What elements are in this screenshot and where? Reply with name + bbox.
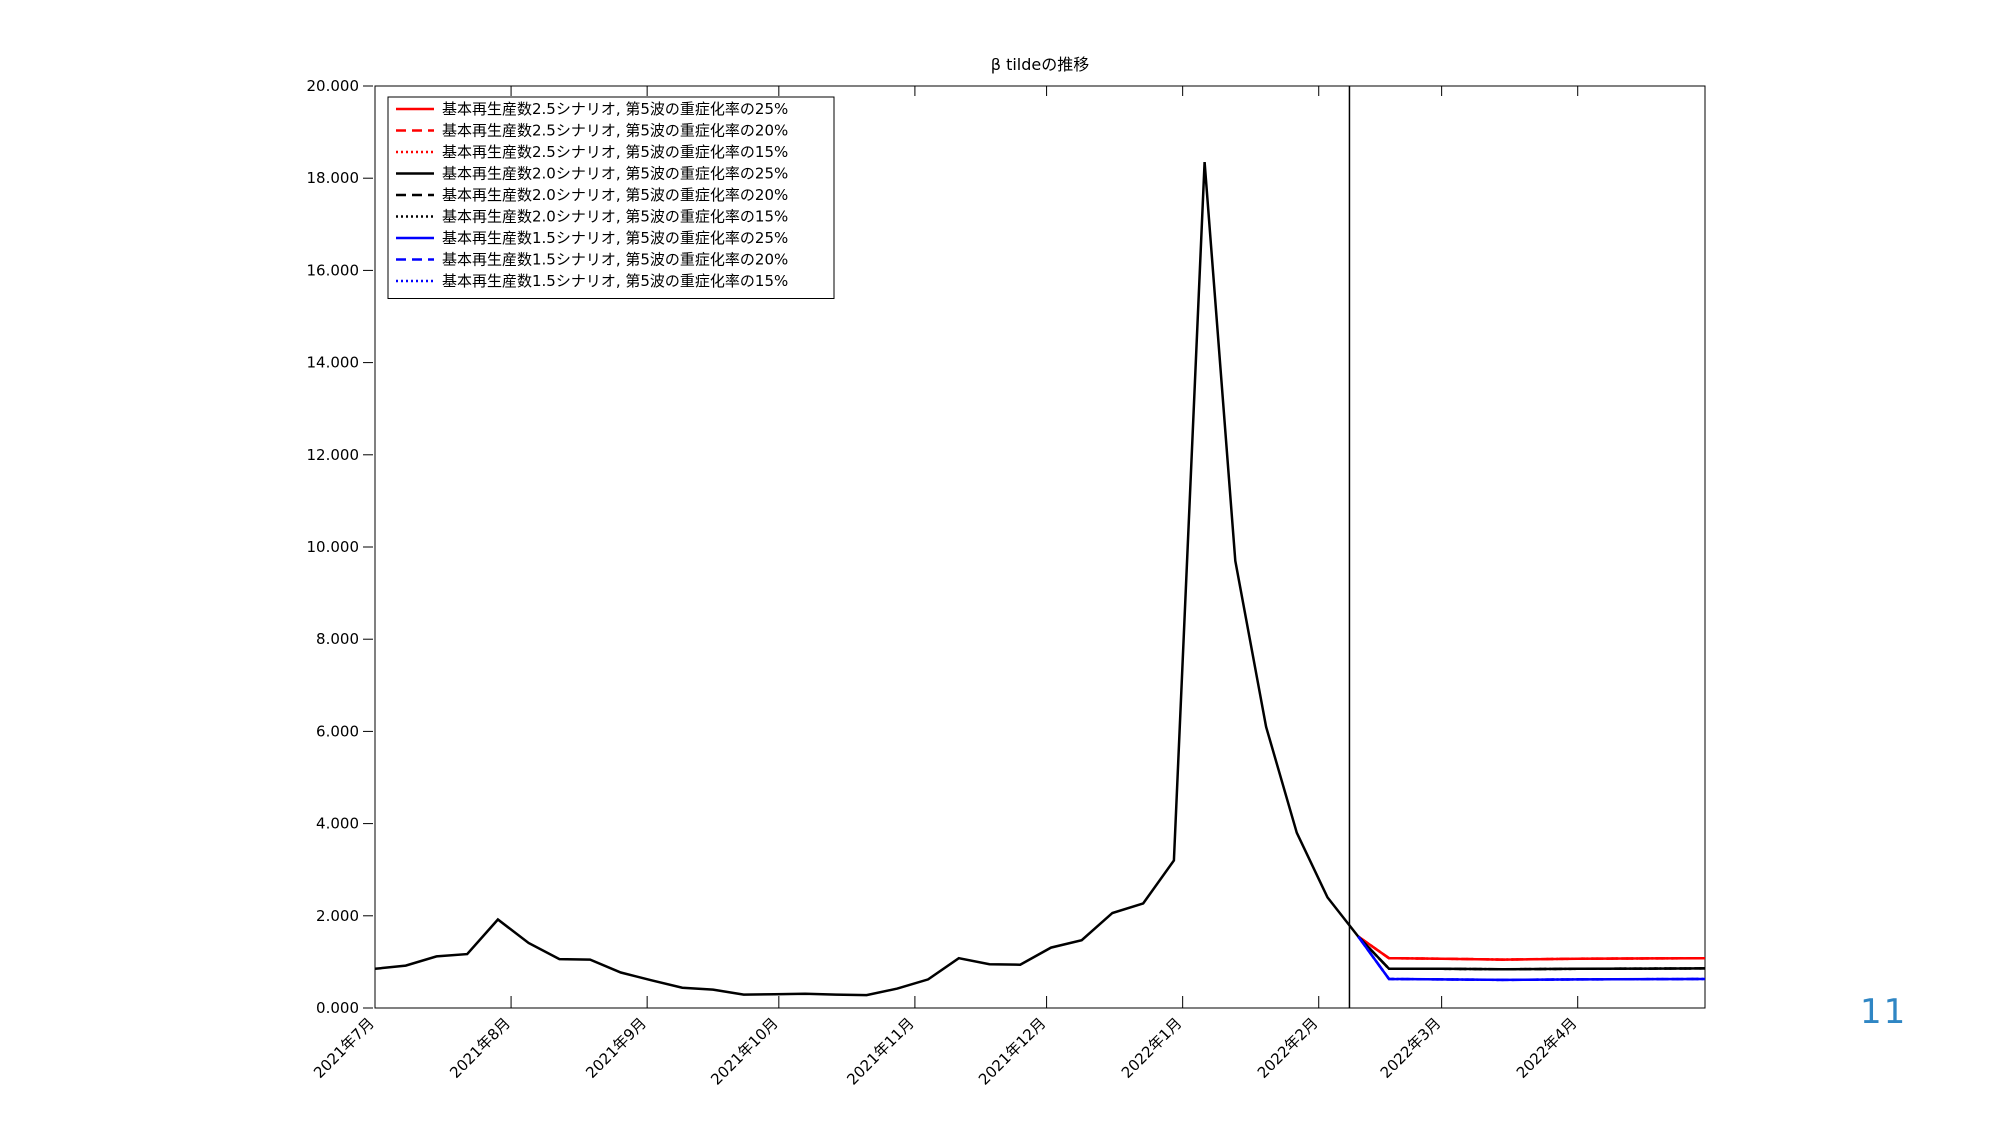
plot-area [374, 85, 1706, 1009]
x-tick-label: 2021年10月 [707, 1014, 781, 1088]
page-number: 11 [1860, 992, 1908, 1032]
series-line-9 [1357, 935, 1706, 982]
y-tick-label: 8.000 [316, 630, 359, 648]
history-line [374, 162, 1360, 997]
series-line-1 [1357, 935, 1706, 961]
legend-label: 基本再生産数2.5シナリオ, 第5波の重症化率の25% [442, 100, 788, 118]
legend-label: 基本再生産数2.0シナリオ, 第5波の重症化率の20% [442, 186, 788, 204]
x-tick-label: 2022年4月 [1513, 1014, 1581, 1082]
chart-title: β tildeの推移 [991, 55, 1089, 74]
x-tick-label: 2022年2月 [1254, 1014, 1322, 1082]
x-tick-label: 2021年9月 [582, 1014, 650, 1082]
series-line-3 [1357, 935, 1706, 961]
legend-label: 基本再生産数1.5シナリオ, 第5波の重症化率の15% [442, 272, 788, 290]
legend-label: 基本再生産数2.5シナリオ, 第5波の重症化率の20% [442, 122, 788, 140]
x-tick-label: 2022年3月 [1377, 1014, 1445, 1082]
series-line-2 [1357, 935, 1706, 961]
x-tick-label: 2021年8月 [446, 1014, 514, 1082]
y-tick-label: 0.000 [316, 999, 359, 1017]
y-tick-label: 20.000 [307, 77, 360, 95]
x-tick-label: 2021年7月 [310, 1014, 378, 1082]
y-tick-label: 12.000 [307, 446, 360, 464]
y-tick-label: 16.000 [307, 261, 360, 279]
legend-label: 基本再生産数2.5シナリオ, 第5波の重症化率の15% [442, 143, 788, 161]
y-tick-label: 2.000 [316, 907, 359, 925]
x-tick-label: 2021年12月 [975, 1014, 1049, 1088]
y-tick-label: 4.000 [316, 815, 359, 833]
legend-label: 基本再生産数1.5シナリオ, 第5波の重症化率の20% [442, 251, 788, 269]
y-tick-label: 18.000 [307, 169, 360, 187]
y-tick-label: 10.000 [307, 538, 360, 556]
legend-box [387, 96, 835, 299]
x-tick-label: 2021年11月 [843, 1014, 917, 1088]
y-tick-label: 6.000 [316, 722, 359, 740]
series-line-6 [1357, 935, 1706, 971]
series-line-4 [1357, 935, 1706, 971]
x-tick-label: 2022年1月 [1118, 1014, 1186, 1082]
y-tick-label: 14.000 [307, 354, 360, 372]
series-line-5 [1357, 935, 1706, 971]
legend-label: 基本再生産数2.0シナリオ, 第5波の重症化率の25% [442, 165, 788, 183]
legend-label: 基本再生産数2.0シナリオ, 第5波の重症化率の15% [442, 208, 788, 226]
legend-label: 基本再生産数1.5シナリオ, 第5波の重症化率の25% [442, 229, 788, 247]
